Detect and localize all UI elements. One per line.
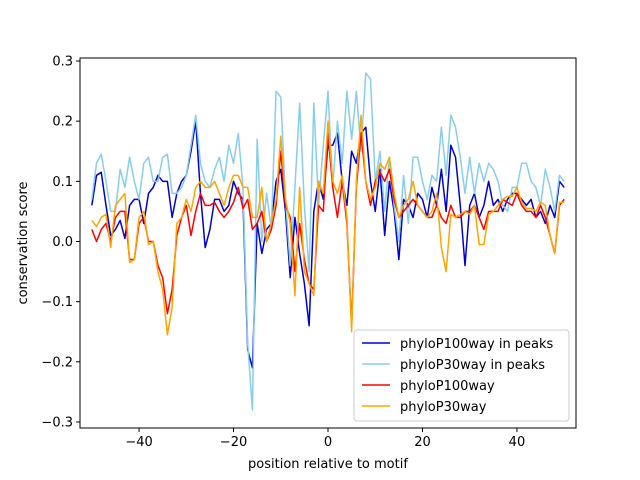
legend-label: phyloP100way in peaks (400, 337, 554, 352)
y-tick-label: 0.3 (52, 55, 73, 70)
series-line-3 (91, 132, 565, 327)
y-tick-label: −0.3 (41, 415, 73, 430)
y-tick-label: 0.1 (52, 175, 73, 190)
y-tick-label: −0.2 (41, 355, 73, 370)
x-tick-label: 0 (324, 435, 332, 450)
x-tick-label: 20 (414, 435, 431, 450)
legend-box (353, 329, 570, 422)
x-axis: −40 −20 0 20 40 (125, 428, 525, 450)
series-line-2 (91, 72, 565, 411)
y-axis: −0.3 −0.2 −0.1 0.0 0.1 0.2 0.3 (41, 55, 80, 430)
legend-label: phyloP100way (400, 379, 495, 394)
legend-label: phyloP30way in peaks (400, 358, 545, 373)
series-line-4 (91, 114, 565, 336)
legend: phyloP100way in peaks phyloP30way in peak… (353, 329, 570, 422)
y-axis-label: conservation score (16, 181, 31, 304)
y-tick-label: −0.1 (41, 295, 73, 310)
y-tick-label: 0.0 (52, 235, 73, 250)
y-tick-label: 0.2 (52, 115, 73, 130)
legend-label: phyloP30way (400, 400, 487, 415)
x-axis-label: position relative to motif (248, 457, 408, 472)
x-tick-label: −20 (220, 435, 247, 450)
plot-lines (91, 72, 565, 411)
x-tick-label: 40 (509, 435, 526, 450)
x-tick-label: −40 (125, 435, 152, 450)
